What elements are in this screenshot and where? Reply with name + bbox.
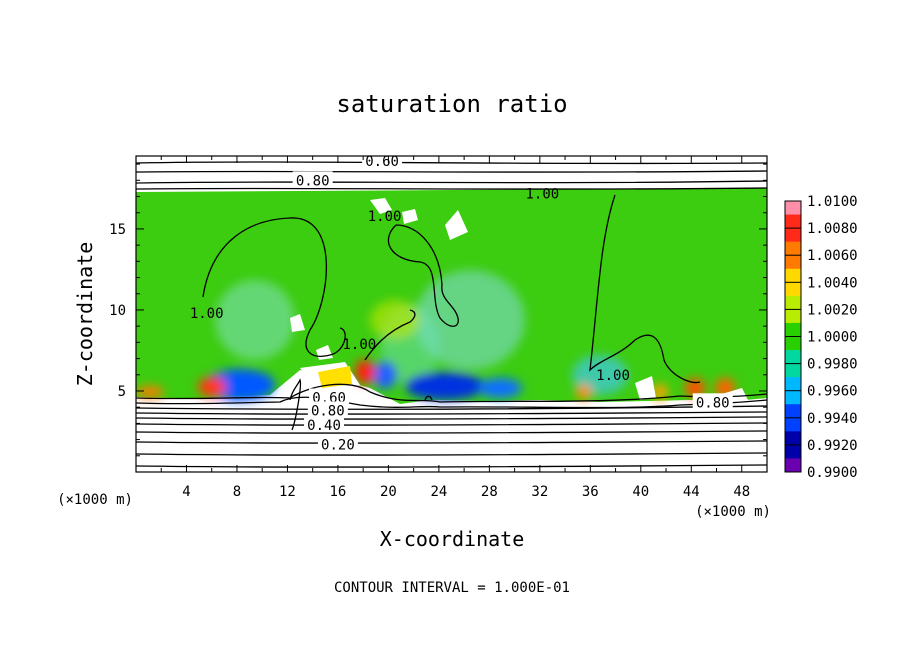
contour-label: 1.00 xyxy=(190,306,224,322)
colorbar-swatch xyxy=(785,322,801,337)
colorbar-label: 1.0040 xyxy=(807,275,858,291)
contour-interval: CONTOUR INTERVAL = 1.000E-01 xyxy=(334,580,570,596)
colorbar: 1.0100 1.0080 1.0060 1.0040 1.0020 1.0000 0.99… xyxy=(784,194,858,481)
contour-label-bg xyxy=(309,388,350,404)
anomaly-blue xyxy=(405,372,485,400)
contour-label-bg xyxy=(304,416,345,432)
anomaly-cyan xyxy=(215,280,295,360)
contour-label: 0.60 xyxy=(365,154,399,170)
contour-label-bg xyxy=(692,393,733,409)
x-tick-label: 16 xyxy=(329,484,346,500)
colorbar-swatch xyxy=(785,350,801,365)
y-axis-label: Z-coordinate xyxy=(73,242,97,387)
colorbar-label: 1.0100 xyxy=(807,194,858,210)
x-axis-label: X-coordinate xyxy=(380,527,525,551)
chart-title: saturation ratio xyxy=(336,90,567,118)
colorbar-swatch xyxy=(785,282,801,297)
yellow-pocket xyxy=(318,366,352,388)
x-tick-label: 48 xyxy=(733,484,750,500)
anomaly-cyan xyxy=(415,270,525,370)
anomaly-red xyxy=(685,378,705,398)
colorbar-swatch xyxy=(785,255,801,270)
colorbar-label: 1.0000 xyxy=(807,330,858,346)
contour-label: 0.80 xyxy=(311,403,345,419)
colorbar-swatch xyxy=(785,458,801,473)
colorbar-swatch xyxy=(785,201,801,216)
y-tick-label: 15 xyxy=(109,222,126,238)
contour-label: 0.80 xyxy=(696,395,730,411)
y-tick-label: 10 xyxy=(109,303,126,319)
colorbar-swatch xyxy=(785,295,801,310)
anomaly-yellow xyxy=(370,300,420,340)
contour-label: 1.00 xyxy=(526,186,560,202)
x-tick-label: 24 xyxy=(430,484,447,500)
x-tick-label: 4 xyxy=(182,484,190,500)
x-tick-label: 12 xyxy=(279,484,296,500)
anomaly-red xyxy=(355,360,375,384)
colorbar-swatch xyxy=(785,241,801,256)
contour-label: 1.00 xyxy=(368,209,402,225)
saturation-field xyxy=(136,188,767,404)
colorbar-swatch xyxy=(785,431,801,446)
contour-labels: 0.600.801.001.001.001.001.000.800.600.80… xyxy=(190,151,733,453)
contour-label: 1.00 xyxy=(596,368,630,384)
contour-label-bg xyxy=(292,171,333,187)
contour-label: 0.40 xyxy=(307,418,341,434)
colorbar-label: 0.9960 xyxy=(807,384,858,400)
contour-label-bg xyxy=(307,401,348,417)
x-tick-label: 44 xyxy=(683,484,700,500)
contour-lines xyxy=(136,161,767,468)
anomaly-red xyxy=(198,377,226,397)
y-tick-label: 5 xyxy=(118,384,126,400)
contour-label: 0.80 xyxy=(296,173,330,189)
anomaly-orange xyxy=(652,384,668,400)
colorbar-swatch xyxy=(785,309,801,324)
anomaly-blue xyxy=(478,378,522,398)
colorbar-swatch xyxy=(785,377,801,392)
colorbar-swatch xyxy=(785,268,801,283)
colorbar-label: 0.9920 xyxy=(807,438,858,454)
colorbar-label: 1.0020 xyxy=(807,302,858,318)
colorbar-swatch xyxy=(785,417,801,432)
colorbar-label: 1.0060 xyxy=(807,248,858,264)
colorbar-swatch xyxy=(785,228,801,243)
contour-label: 1.00 xyxy=(343,337,377,353)
x-tick-label: 36 xyxy=(582,484,599,500)
anomaly-blue xyxy=(373,361,397,389)
x-tick-label: 32 xyxy=(531,484,548,500)
x-unit-left: (×1000 m) xyxy=(57,492,133,508)
plot-frame xyxy=(135,155,768,473)
colorbar-swatch xyxy=(785,214,801,229)
anomaly-red xyxy=(136,386,164,398)
colorbar-swatch xyxy=(785,390,801,405)
x-tick-label: 28 xyxy=(481,484,498,500)
x-tick-label: 8 xyxy=(233,484,241,500)
contour-label-bg xyxy=(317,435,358,451)
y-axis: 5 10 15 xyxy=(109,163,767,457)
x-tick-label: 20 xyxy=(380,484,397,500)
colorbar-swatch xyxy=(785,404,801,419)
colorbar-label: 1.0080 xyxy=(807,221,858,237)
x-axis: 4 8 12 16 20 24 28 32 36 40 44 48 xyxy=(160,156,750,500)
colorbar-label: 0.9900 xyxy=(807,465,858,481)
colorbar-label: 0.9940 xyxy=(807,411,858,427)
anomaly-orange xyxy=(576,384,592,400)
x-tick-label: 40 xyxy=(632,484,649,500)
contour-label: 0.20 xyxy=(321,437,355,453)
colorbar-swatch xyxy=(785,363,801,378)
colorbar-swatch xyxy=(785,444,801,459)
colorbar-swatch xyxy=(785,336,801,351)
colorbar-label: 0.9980 xyxy=(807,357,858,373)
x-unit-right: (×1000 m) xyxy=(695,504,771,520)
